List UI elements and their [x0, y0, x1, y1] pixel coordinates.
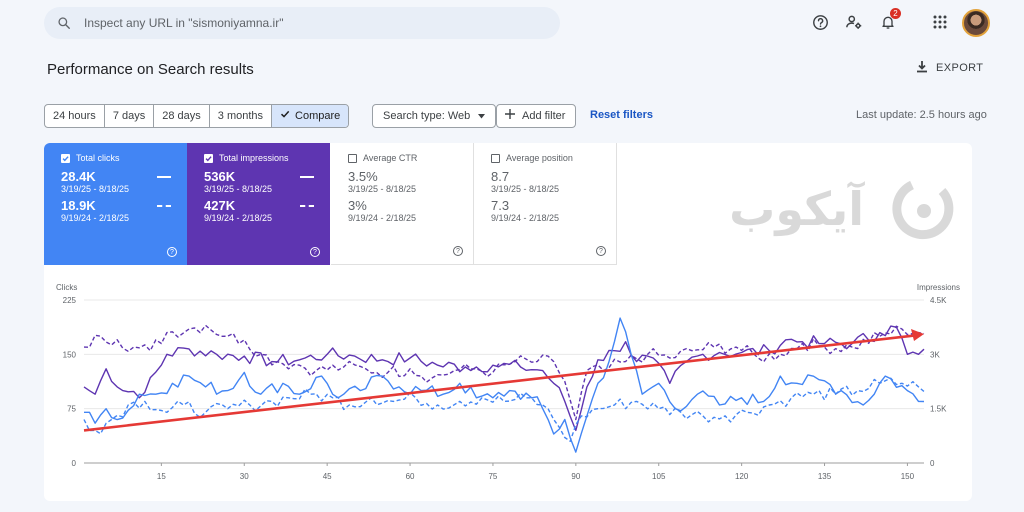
- apps-grid-icon[interactable]: [930, 12, 950, 32]
- help-icon[interactable]: ?: [167, 247, 177, 257]
- date-range-selector: 24 hours 7 days 28 days 3 months Compare: [44, 104, 350, 128]
- compare-label: Compare: [295, 110, 341, 122]
- metric-average-position[interactable]: Average position 8.7 3/19/25 - 8/18/25 7…: [474, 143, 617, 265]
- x-tick-label: 60: [406, 472, 415, 481]
- y-right-tick-label: 1.5K: [930, 405, 947, 414]
- y-right-axis-label: Impressions: [917, 283, 960, 292]
- performance-line-chart: 225 4.5K 150 3K 75 1.5K 0 0 Clicks Impressions 15 3…: [56, 283, 960, 481]
- trend-arrow-line: [83, 334, 915, 432]
- url-inspect-search[interactable]: [44, 7, 560, 39]
- series-line-clicks_previous: [83, 377, 925, 442]
- add-filter-button[interactable]: Add filter: [496, 104, 577, 128]
- add-filter-label: Add filter: [522, 110, 566, 122]
- metric-current-range: 3/19/25 - 8/18/25: [491, 184, 560, 194]
- y-left-tick-label: 150: [63, 350, 77, 359]
- y-left-tick-label: 75: [67, 405, 76, 414]
- checkbox-checked-icon[interactable]: [61, 153, 70, 163]
- x-tick-label: 105: [652, 472, 666, 481]
- x-tick-label: 15: [157, 472, 166, 481]
- solid-line-legend-icon: [157, 176, 171, 184]
- reset-filters-link[interactable]: Reset filters: [590, 109, 653, 121]
- metric-current-range: 3/19/25 - 8/18/25: [204, 184, 273, 194]
- solid-line-legend-icon: [300, 176, 314, 184]
- search-icon: [44, 16, 84, 30]
- metric-label: Total clicks: [76, 153, 120, 163]
- metric-previous-value: 3%: [348, 198, 367, 213]
- notification-count-badge: 2: [890, 8, 901, 19]
- x-tick-label: 75: [488, 472, 497, 481]
- metric-current-range: 3/19/25 - 8/18/25: [348, 184, 417, 194]
- bell-icon[interactable]: 2: [878, 8, 901, 32]
- check-icon: [280, 105, 290, 127]
- x-tick-label: 90: [571, 472, 580, 481]
- metric-total-impressions[interactable]: Total impressions 536K 3/19/25 - 8/18/25…: [187, 143, 330, 265]
- page-title: Performance on Search results: [47, 61, 254, 78]
- range-28-days[interactable]: 28 days: [154, 105, 210, 127]
- metric-label: Average CTR: [363, 153, 418, 163]
- metric-previous-value: 427K: [204, 198, 236, 213]
- help-icon[interactable]: ?: [453, 246, 463, 256]
- metric-previous-range: 9/19/24 - 2/18/25: [491, 213, 560, 223]
- x-tick-label: 135: [818, 472, 832, 481]
- metric-current-value: 28.4K: [61, 169, 96, 184]
- search-input[interactable]: [84, 16, 504, 30]
- manage-accounts-icon[interactable]: [844, 12, 864, 32]
- metric-total-clicks[interactable]: Total clicks 28.4K 3/19/25 - 8/18/25 18.…: [44, 143, 187, 265]
- series-line-impressions_current: [83, 325, 925, 432]
- metric-current-range: 3/19/25 - 8/18/25: [61, 184, 130, 194]
- metric-previous-range: 9/19/24 - 2/18/25: [61, 213, 130, 223]
- metric-previous-range: 9/19/24 - 2/18/25: [348, 213, 417, 223]
- download-icon: [916, 60, 928, 76]
- help-circle-icon[interactable]: [810, 12, 830, 32]
- x-tick-label: 150: [901, 472, 915, 481]
- export-button[interactable]: EXPORT: [916, 60, 983, 76]
- y-left-tick-label: 0: [72, 459, 77, 468]
- search-type-dropdown[interactable]: Search type: Web: [372, 104, 497, 128]
- range-7-days[interactable]: 7 days: [105, 105, 155, 127]
- help-icon[interactable]: ?: [596, 246, 606, 256]
- metric-previous-range: 9/19/24 - 2/18/25: [204, 213, 273, 223]
- checkbox-unchecked-icon[interactable]: [348, 153, 357, 163]
- metric-current-value: 8.7: [491, 169, 510, 184]
- x-tick-label: 30: [240, 472, 249, 481]
- dropdown-arrow-icon: [478, 105, 486, 127]
- y-left-tick-label: 225: [63, 296, 77, 305]
- last-update-text: Last update: 2.5 hours ago: [856, 109, 987, 121]
- range-24-hours[interactable]: 24 hours: [45, 105, 105, 127]
- series-line-impressions_previous: [83, 324, 925, 421]
- trend-arrow-head: [911, 329, 924, 342]
- metric-previous-value: 18.9K: [61, 198, 96, 213]
- watermark-text: آیکوب: [729, 181, 865, 236]
- checkbox-checked-icon[interactable]: [204, 153, 213, 163]
- metric-previous-value: 7.3: [491, 198, 510, 213]
- export-label: EXPORT: [936, 62, 984, 74]
- y-right-tick-label: 3K: [930, 350, 940, 359]
- compare-button[interactable]: Compare: [272, 105, 349, 127]
- x-tick-label: 120: [735, 472, 749, 481]
- help-icon[interactable]: ?: [310, 247, 320, 257]
- series-line-clicks_current: [84, 317, 925, 453]
- dashed-line-legend-icon: [300, 205, 314, 213]
- performance-card: Total clicks 28.4K 3/19/25 - 8/18/25 18.…: [44, 143, 972, 501]
- metric-current-value: 3.5%: [348, 169, 378, 184]
- search-type-label: Search type: Web: [383, 110, 471, 122]
- metric-label: Average position: [506, 153, 573, 163]
- dashed-line-legend-icon: [157, 205, 171, 213]
- checkbox-unchecked-icon[interactable]: [491, 153, 500, 163]
- y-right-tick-label: 0: [930, 459, 935, 468]
- y-left-axis-label: Clicks: [56, 283, 77, 292]
- range-3-months[interactable]: 3 months: [210, 105, 273, 127]
- metric-label: Total impressions: [219, 153, 289, 163]
- watermark-logo: آیکوب: [729, 180, 954, 240]
- y-right-tick-label: 4.5K: [930, 296, 947, 305]
- plus-icon: [505, 105, 515, 127]
- avatar[interactable]: [962, 9, 990, 37]
- metric-current-value: 536K: [204, 169, 236, 184]
- metric-average-ctr[interactable]: Average CTR 3.5% 3/19/25 - 8/18/25 3% 9/…: [331, 143, 474, 265]
- x-tick-label: 45: [323, 472, 332, 481]
